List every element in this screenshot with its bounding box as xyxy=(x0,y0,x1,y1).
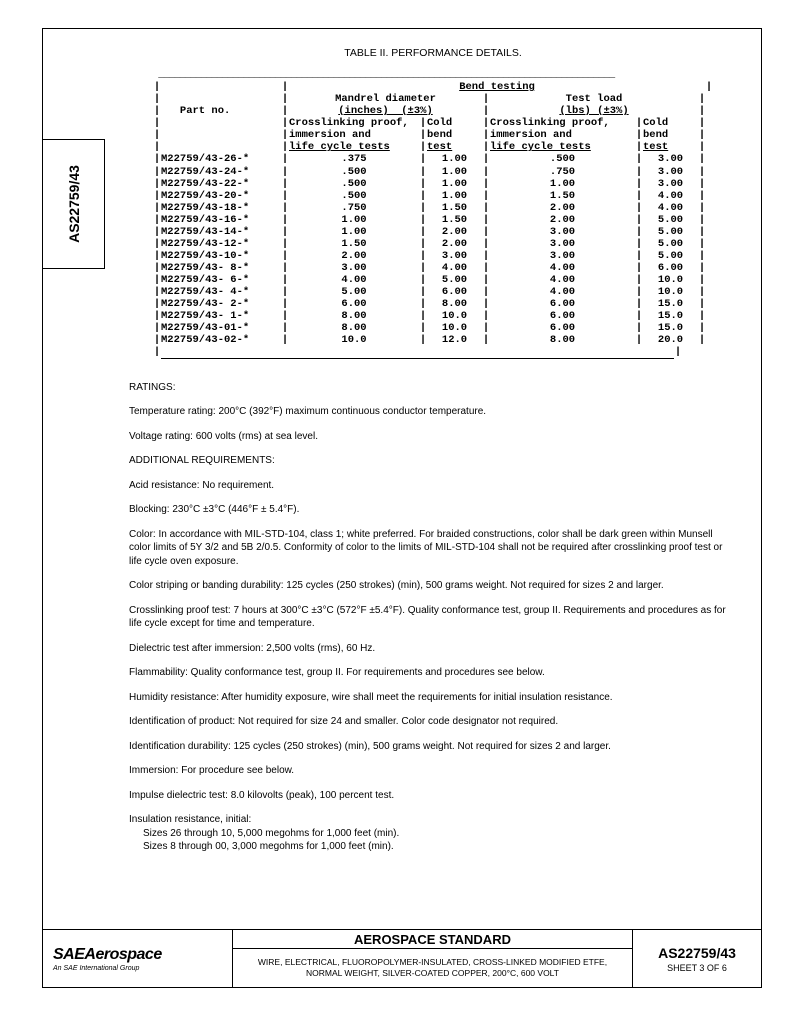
humidity: Humidity resistance: After humidity expo… xyxy=(129,691,737,705)
footer-sheet: SHEET 3 OF 6 xyxy=(667,963,727,973)
table-row: |M22759/43-12-*|1.50|2.00|3.00|5.00| xyxy=(153,238,713,250)
table-rule: ________________________________________… xyxy=(153,69,713,81)
immersion: Immersion: For procedure see below. xyxy=(129,764,737,778)
table-row: |M22759/43-22-*|.500|1.00|1.00|3.00| xyxy=(153,178,713,190)
table-row: |M22759/43-02-*|10.0|12.0|8.00|20.0| xyxy=(153,334,713,346)
voltage-rating: Voltage rating: 600 volts (rms) at sea l… xyxy=(129,430,737,444)
footer-standard-title: AEROSPACE STANDARD xyxy=(233,930,632,949)
footer-doc-number: AS22759/43 xyxy=(658,945,736,961)
temperature-rating: Temperature rating: 200°C (392°F) maximu… xyxy=(129,405,737,419)
footer-mid: AEROSPACE STANDARD WIRE, ELECTRICAL, FLU… xyxy=(233,930,633,987)
flammability: Flammability: Quality conformance test, … xyxy=(129,666,737,680)
table-row: |M22759/43- 6-*|4.00|5.00|4.00|10.0| xyxy=(153,274,713,286)
additional-req-heading: ADDITIONAL REQUIREMENTS: xyxy=(129,454,737,468)
table-row: |M22759/43- 1-*|8.00|10.0|6.00|15.0| xyxy=(153,310,713,322)
table-row: |M22759/43-10-*|2.00|3.00|3.00|5.00| xyxy=(153,250,713,262)
table-rule: || xyxy=(153,346,713,358)
color: Color: In accordance with MIL-STD-104, c… xyxy=(129,528,737,569)
page-frame: AS22759/43 TABLE II. PERFORMANCE DETAILS… xyxy=(42,28,762,988)
table-row: ||immersion and|bend|immersion and|bend| xyxy=(153,129,713,141)
impulse: Impulse dielectric test: 8.0 kilovolts (… xyxy=(129,789,737,803)
logo-aerospace: Aerospace xyxy=(84,946,161,963)
table-row: ||Mandrel diameter|Test load| xyxy=(153,93,713,105)
table-row: |M22759/43-26-*|.375|1.00|.500|3.00| xyxy=(153,153,713,165)
insulation-line-a: Sizes 26 through 10, 5,000 megohms for 1… xyxy=(129,827,737,841)
acid-resistance: Acid resistance: No requirement. xyxy=(129,479,737,493)
insulation-heading: Insulation resistance, initial: xyxy=(129,813,737,827)
body-text: RATINGS: Temperature rating: 200°C (392°… xyxy=(129,381,737,854)
identification: Identification of product: Not required … xyxy=(129,715,737,729)
blocking: Blocking: 230°C ±3°C (446°F ± 5.4°F). xyxy=(129,503,737,517)
table-row: ||life cycle tests|test|life cycle tests… xyxy=(153,141,713,153)
table-row: |M22759/43- 2-*|6.00|8.00|6.00|15.0| xyxy=(153,298,713,310)
table-row: ||Crosslinking proof,|Cold|Crosslinking … xyxy=(153,117,713,129)
footer-description: WIRE, ELECTRICAL, FLUOROPOLYMER-INSULATE… xyxy=(233,949,632,987)
table-row: |M22759/43-01-*|8.00|10.0|6.00|15.0| xyxy=(153,322,713,334)
side-tab-label: AS22759/43 xyxy=(66,165,82,243)
footer-logo-cell: SAEAerospace An SAE International Group xyxy=(43,930,233,987)
insulation-block: Insulation resistance, initial: Sizes 26… xyxy=(129,813,737,854)
table-row: |M22759/43-24-*|.500|1.00|.750|3.00| xyxy=(153,166,713,178)
color-striping: Color striping or banding durability: 12… xyxy=(129,579,737,593)
table-row: |M22759/43-16-*|1.00|1.50|2.00|5.00| xyxy=(153,214,713,226)
dielectric: Dielectric test after immersion: 2,500 v… xyxy=(129,642,737,656)
table-title: TABLE II. PERFORMANCE DETAILS. xyxy=(129,47,737,59)
table-row: |M22759/43- 8-*|3.00|4.00|4.00|6.00| xyxy=(153,262,713,274)
footer-right: AS22759/43 SHEET 3 OF 6 xyxy=(633,930,761,987)
side-tab: AS22759/43 xyxy=(43,139,105,269)
performance-table: ________________________________________… xyxy=(153,69,713,359)
table-row: |M22759/43-18-*|.750|1.50|2.00|4.00| xyxy=(153,202,713,214)
table-row: | Part no.|(inches) (±3%)|(lbs) (±3%)| xyxy=(153,105,713,117)
table-row: ||Bend testing| xyxy=(153,81,713,93)
sae-logo: SAEAerospace xyxy=(53,946,232,964)
crosslinking: Crosslinking proof test: 7 hours at 300°… xyxy=(129,604,737,631)
insulation-line-b: Sizes 8 through 00, 3,000 megohms for 1,… xyxy=(129,840,737,854)
table-row: |M22759/43-14-*|1.00|2.00|3.00|5.00| xyxy=(153,226,713,238)
logo-sae: SAE xyxy=(53,946,84,963)
logo-subtitle: An SAE International Group xyxy=(53,965,232,972)
content-area: TABLE II. PERFORMANCE DETAILS. _________… xyxy=(105,29,761,929)
footer: SAEAerospace An SAE International Group … xyxy=(43,929,761,987)
table-row: |M22759/43- 4-*|5.00|6.00|4.00|10.0| xyxy=(153,286,713,298)
identification-durability: Identification durability: 125 cycles (2… xyxy=(129,740,737,754)
ratings-heading: RATINGS: xyxy=(129,381,737,395)
table-row: |M22759/43-20-*|.500|1.00|1.50|4.00| xyxy=(153,190,713,202)
